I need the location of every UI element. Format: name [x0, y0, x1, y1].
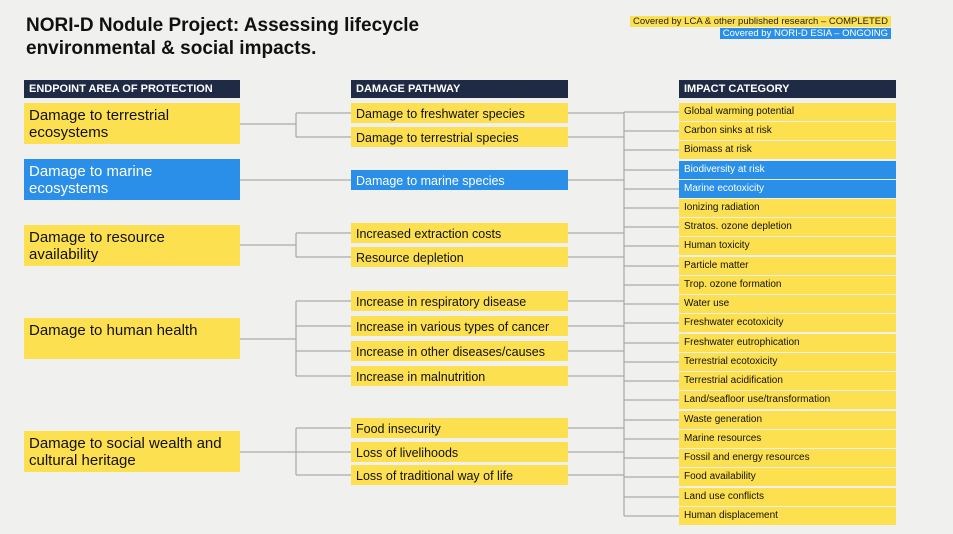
impact-marine-resources: Marine resources	[679, 430, 896, 448]
pathway-other-diseases: Increase in other diseases/causes	[351, 341, 568, 361]
page-title: NORI-D Nodule Project: Assessing lifecyc…	[26, 15, 420, 59]
impact-waste-generation: Waste generation	[679, 411, 896, 429]
pathway-freshwater-species: Damage to freshwater species	[351, 103, 568, 123]
impact-terrestrial-ecotoxicity: Terrestrial ecotoxicity	[679, 353, 896, 371]
impact-land-use-conflicts: Land use conflicts	[679, 488, 896, 506]
connector-bus-to-impacts	[624, 111, 679, 517]
pathway-marine-species: Damage to marine species	[351, 170, 568, 190]
connector-pathways-to-bus	[568, 112, 624, 476]
pathway-column-header: DAMAGE PATHWAY	[351, 80, 568, 98]
connector-terrestrial	[240, 112, 351, 138]
impact-particle-matter: Particle matter	[679, 257, 896, 275]
endpoint-terrestrial-ecosystems: Damage to terrestrial ecosystems	[24, 103, 240, 144]
impact-carbon-sinks: Carbon sinks at risk	[679, 122, 896, 140]
impact-water-use: Water use	[679, 295, 896, 313]
pathway-malnutrition: Increase in malnutrition	[351, 366, 568, 386]
legend-completed: Covered by LCA & other published researc…	[629, 16, 891, 27]
pathway-cancer: Increase in various types of cancer	[351, 316, 568, 336]
impact-fossil-energy: Fossil and energy resources	[679, 449, 896, 467]
endpoint-column-header: ENDPOINT AREA OF PROTECTION	[24, 80, 240, 98]
impact-column-header: IMPACT CATEGORY	[679, 80, 896, 98]
impact-ionizing-radiation: Ionizing radiation	[679, 199, 896, 217]
impact-human-displacement: Human displacement	[679, 507, 896, 525]
pathway-resource-depletion: Resource depletion	[351, 247, 568, 267]
impact-food-availability: Food availability	[679, 468, 896, 486]
endpoint-human-health: Damage to human health	[24, 318, 240, 359]
impact-global-warming: Global warming potential	[679, 103, 896, 121]
endpoint-resource-availability: Damage to resource availability	[24, 225, 240, 266]
pathway-livelihoods: Loss of livelihoods	[351, 442, 568, 462]
endpoint-social-wealth: Damage to social wealth and cultural her…	[24, 431, 240, 472]
legend-ongoing: Covered by NORI-D ESIA – ONGOING	[719, 28, 891, 39]
impact-terrestrial-acidification: Terrestrial acidification	[679, 372, 896, 390]
impact-stratos-ozone: Stratos. ozone depletion	[679, 218, 896, 236]
impact-biomass: Biomass at risk	[679, 141, 896, 159]
impact-trop-ozone: Trop. ozone formation	[679, 276, 896, 294]
impact-land-seafloor-use: Land/seafloor use/transformation	[679, 391, 896, 409]
pathway-terrestrial-species: Damage to terrestrial species	[351, 127, 568, 147]
pathway-respiratory-disease: Increase in respiratory disease	[351, 291, 568, 311]
impact-biodiversity: Biodiversity at risk	[679, 161, 896, 179]
impact-human-toxicity: Human toxicity	[679, 237, 896, 255]
impact-freshwater-eutrophication: Freshwater eutrophication	[679, 334, 896, 352]
pathway-food-insecurity: Food insecurity	[351, 418, 568, 438]
connector-health	[240, 300, 351, 377]
endpoint-marine-ecosystems: Damage to marine ecosystems	[24, 159, 240, 200]
pathway-traditional-way-of-life: Loss of traditional way of life	[351, 465, 568, 485]
impact-freshwater-ecotoxicity: Freshwater ecotoxicity	[679, 314, 896, 332]
pathway-extraction-costs: Increased extraction costs	[351, 223, 568, 243]
connector-resource	[240, 232, 351, 258]
connector-social	[240, 427, 351, 476]
impact-marine-ecotoxicity: Marine ecotoxicity	[679, 180, 896, 198]
